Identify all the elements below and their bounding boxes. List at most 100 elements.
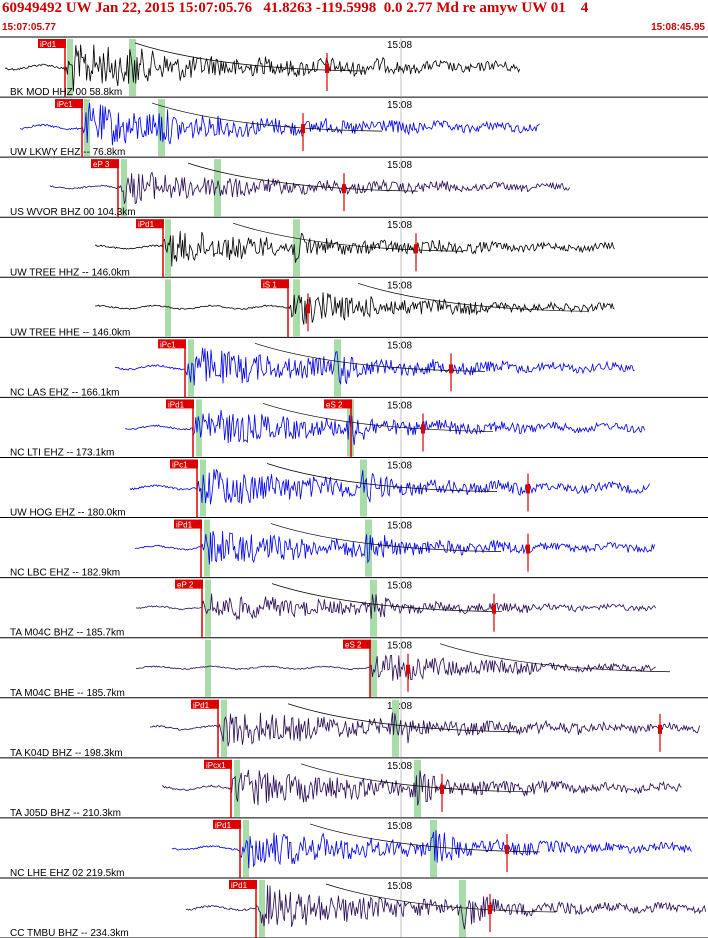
pick-label: eS 2 xyxy=(345,641,362,650)
amplitude-mark-block xyxy=(342,184,346,194)
pick-label: iPc1 xyxy=(172,460,188,469)
pick-box xyxy=(158,339,186,349)
waveform-trace xyxy=(161,769,682,806)
pick-label: iPd1 xyxy=(176,521,193,530)
time-marker-label: 15:08 xyxy=(387,460,412,471)
amplitude-mark-block xyxy=(414,244,418,254)
waveform-trace xyxy=(129,468,650,505)
pick-label: iPcx1 xyxy=(206,761,226,770)
coda-decay-curve xyxy=(151,102,383,132)
pick-box xyxy=(136,219,164,229)
amplitude-mark-block xyxy=(301,124,305,134)
amplitude-mark-block xyxy=(325,64,329,74)
window-start-time: 15:07:05.77 xyxy=(2,22,56,33)
p-arrival-band xyxy=(165,279,171,337)
p-arrival-band xyxy=(259,879,265,938)
p-arrival-band xyxy=(234,759,240,817)
waveform-trace xyxy=(134,530,655,565)
s-arrival-band xyxy=(392,699,399,757)
p-arrival-band xyxy=(165,219,171,277)
pick-label: iPd1 xyxy=(231,881,248,890)
s-arrival-band xyxy=(293,219,300,277)
station-label: UW HOG EHZ -- 180.0km xyxy=(10,508,126,519)
p-arrival-band xyxy=(243,819,249,877)
waveform-trace xyxy=(4,44,521,92)
amplitude-mark-block xyxy=(492,604,496,614)
amplitude-mark-block xyxy=(440,784,444,794)
channel-panel-9: 15:08 eP 2 TA M04C BHZ -- 185.7km xyxy=(0,578,708,639)
secondary-pick-box xyxy=(324,399,352,409)
time-marker-label: 15:08 xyxy=(387,881,412,892)
waveform-trace xyxy=(49,171,570,205)
pick-box xyxy=(261,279,289,289)
station-label: TA M04C BHE -- 185.7km xyxy=(10,688,125,699)
time-marker-label: 15:08 xyxy=(387,400,412,411)
station-label: NC LHE EHZ 02 219.5km xyxy=(10,868,125,879)
event-title: 60949492 UW Jan 22, 2015 15:07:05.76 41.… xyxy=(2,0,589,16)
coda-decay-curve xyxy=(325,883,557,913)
station-label: NC LAS EHZ -- 166.1km xyxy=(10,387,119,398)
p-arrival-band xyxy=(121,159,127,217)
station-label: UW TREE HHE -- 146.0km xyxy=(10,327,130,338)
s-arrival-band xyxy=(459,879,466,938)
channel-panel-2: 15:08 eP 3 US WVOR BHZ 00 104.3km xyxy=(0,158,708,218)
waveform-trace xyxy=(135,593,656,621)
channel-panel-14: 15:08 iPd1 CC TMBU BHZ -- 234.3km xyxy=(0,878,708,938)
channel-panel-0: 15:08 iPd1 BK MOD HHZ 00 58.8km xyxy=(0,38,708,98)
time-marker-label: 15:08 xyxy=(387,701,412,712)
station-label: BK MOD HHZ 00 58.8km xyxy=(10,87,122,98)
p-arrival-band xyxy=(67,39,73,97)
time-marker-label: 15:08 xyxy=(387,220,412,231)
waveform-trace xyxy=(149,712,700,747)
amplitude-mark-block xyxy=(526,484,530,494)
channel-panel-11: 15:08 iPd1 TA K04D BHZ -- 198.3km xyxy=(0,698,708,759)
s-arrival-band xyxy=(414,759,421,817)
pick-box xyxy=(175,579,203,589)
amplitude-mark-block xyxy=(505,844,509,854)
waveform-trace xyxy=(124,409,645,446)
pick-label: iPd1 xyxy=(215,821,232,830)
channel-panel-7: 15:08 iPc1 UW HOG EHZ -- 180.0km xyxy=(0,458,708,519)
window-end-time: 15:08:45.95 xyxy=(651,22,705,33)
s-arrival-band xyxy=(430,819,437,877)
pick-box xyxy=(174,519,202,529)
s-arrival-band xyxy=(214,159,221,217)
station-label: UW LKWY EHZ -- 76.8km xyxy=(10,147,125,158)
coda-decay-curve xyxy=(271,583,503,613)
channel-panel-13: 15:08 iPd1 NC LHE EHZ 02 219.5km xyxy=(0,818,708,879)
coda-decay-curve xyxy=(262,403,494,432)
pick-label: iPc1 xyxy=(160,340,176,349)
amplitude-mark-block xyxy=(449,364,453,374)
pick-box xyxy=(170,459,198,469)
time-marker-label: 15:08 xyxy=(387,40,412,51)
station-label: CC TMBU BHZ -- 234.3km xyxy=(10,928,129,938)
pick-box xyxy=(204,759,232,769)
time-marker-label: 15:08 xyxy=(387,641,412,652)
channel-panel-4: 15:08 iS 1 UW TREE HHE -- 146.0km xyxy=(0,278,708,338)
coda-decay-curve xyxy=(254,343,486,372)
p-arrival-band xyxy=(205,579,211,637)
station-label: NC LTI EHZ -- 173.1km xyxy=(10,447,114,458)
channel-panel-3: 15:08 iPd1 UW TREE HHZ -- 146.0km xyxy=(0,218,708,278)
channel-panel-8: 15:08 iPd1 NC LBC EHZ -- 182.9km xyxy=(0,518,708,579)
pick-label: eP 3 xyxy=(93,160,110,169)
channel-panel-6: 15:08 iPd1 eS 2 NC LTI EHZ -- 173.1km xyxy=(0,398,708,458)
station-label: TA K04D BHZ -- 198.3km xyxy=(10,748,123,759)
waveform-trace xyxy=(19,102,540,146)
s-arrival-band xyxy=(370,579,377,637)
amplitude-mark-block xyxy=(406,664,410,674)
pick-label: eP 2 xyxy=(177,581,194,590)
amplitude-mark-block xyxy=(488,905,492,915)
pick-box xyxy=(55,99,83,109)
coda-decay-curve xyxy=(300,763,532,793)
pick-label: iPd1 xyxy=(193,701,210,710)
waveform-trace xyxy=(171,830,692,869)
event-header: 60949492 UW Jan 22, 2015 15:07:05.76 41.… xyxy=(0,0,708,36)
pick-box xyxy=(191,699,219,709)
pick-box xyxy=(343,639,371,649)
pick-label: iPd1 xyxy=(138,220,155,229)
p-arrival-band xyxy=(205,639,211,697)
amplitude-mark-block xyxy=(421,424,425,434)
channel-panel-1: 15:08 iPc1 UW LKWY EHZ -- 76.8km xyxy=(0,98,708,158)
